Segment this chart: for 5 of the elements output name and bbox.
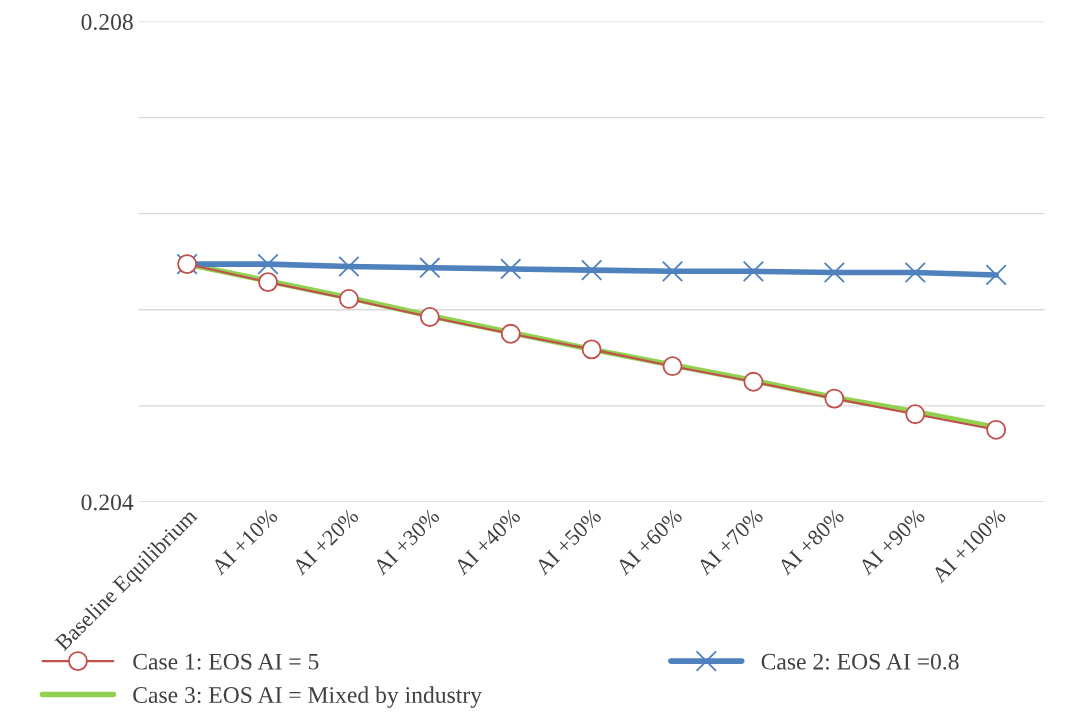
legend-label: Case 3: EOS AI = Mixed by industry [133, 686, 482, 708]
y-tick-label: 0.204 [81, 494, 134, 511]
legend-label: Case 2: EOS AI =0.8 [761, 653, 959, 670]
legend-label: Case 1: EOS AI = 5 [133, 653, 319, 670]
y-tick-label: 0.208 [81, 14, 133, 31]
